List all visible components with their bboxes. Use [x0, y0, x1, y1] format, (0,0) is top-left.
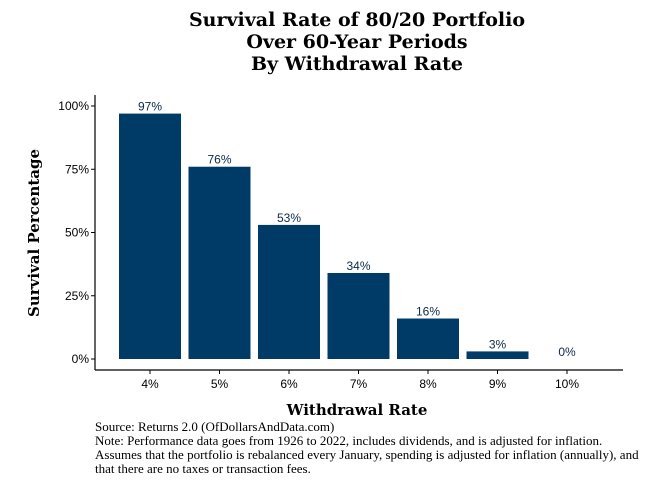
bar-4pct	[119, 113, 181, 359]
x-tick-label: 10%	[555, 377, 579, 391]
data-label: 34%	[346, 259, 370, 273]
bar-9pct	[466, 351, 529, 359]
title-line-2: Over 60-Year Periods	[246, 31, 467, 53]
x-tick-label: 7%	[350, 377, 368, 391]
data-label: 3%	[489, 337, 507, 351]
source-text: Source: Returns 2.0 (OfDollarsAndData.co…	[95, 419, 335, 434]
y-tick-label: 25%	[65, 289, 89, 303]
title-line-3: By Withdrawal Rate	[251, 53, 463, 75]
x-axis: 4% 5% 6% 7% 8% 9% 10%	[95, 369, 623, 391]
y-tick-label: 50%	[65, 226, 89, 240]
y-tick-label: 0%	[72, 352, 90, 366]
x-tick-label: 9%	[489, 377, 507, 391]
data-label: 53%	[277, 211, 301, 225]
data-labels: 97% 76% 53% 34% 16% 3% 0%	[138, 100, 576, 359]
bar-5pct	[188, 166, 251, 359]
bar-8pct	[397, 318, 459, 359]
x-tick-label: 5%	[211, 377, 229, 391]
title-line-1: Survival Rate of 80/20 Portfolio	[189, 9, 525, 31]
data-label: 76%	[207, 153, 231, 167]
x-axis-title: Withdrawal Rate	[286, 401, 428, 419]
data-label: 0%	[558, 345, 576, 359]
bar-6pct	[258, 224, 320, 359]
data-label: 97%	[138, 100, 162, 114]
y-tick-label: 100%	[58, 99, 89, 113]
bars	[119, 113, 529, 359]
x-tick-label: 8%	[419, 377, 437, 391]
x-tick-label: 6%	[280, 377, 298, 391]
y-axis: 0% 25% 50% 75% 100%	[58, 95, 96, 370]
y-tick-label: 75%	[65, 162, 89, 176]
x-tick-label: 4%	[141, 377, 159, 391]
note-text: Note: Performance data goes from 1926 to…	[95, 433, 639, 476]
y-axis-title: Survival Percentage	[25, 149, 43, 317]
data-label: 16%	[416, 305, 440, 319]
bar-7pct	[327, 272, 390, 359]
caption: Source: Returns 2.0 (OfDollarsAndData.co…	[95, 420, 640, 476]
